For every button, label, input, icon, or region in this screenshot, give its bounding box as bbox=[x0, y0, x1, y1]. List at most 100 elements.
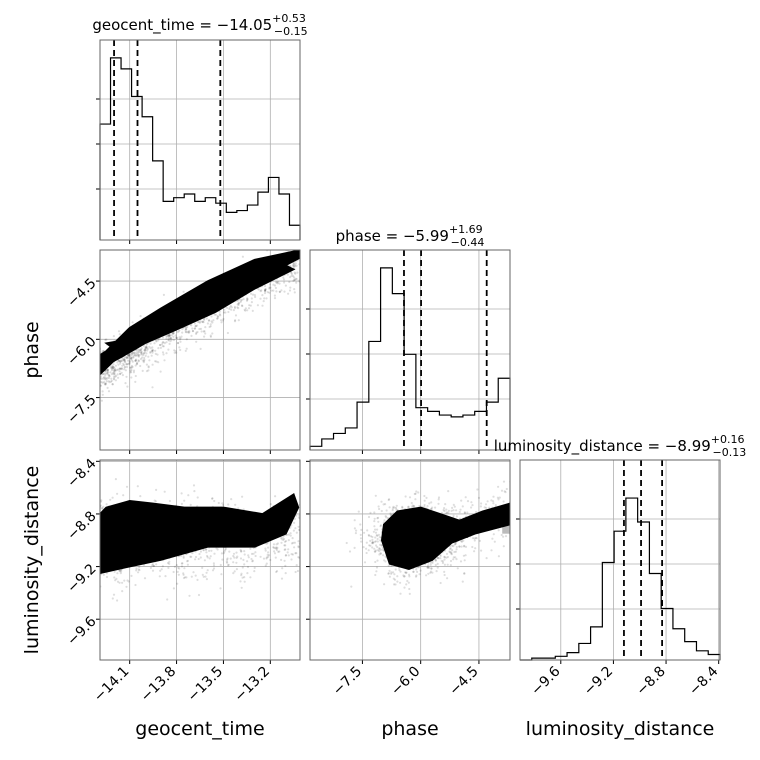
scatter-point bbox=[125, 356, 128, 359]
scatter-point bbox=[452, 556, 455, 559]
scatter-point bbox=[144, 348, 147, 351]
scatter-point bbox=[291, 553, 294, 556]
scatter-point bbox=[209, 335, 212, 338]
panel-title-lower: −0.44 bbox=[451, 236, 485, 249]
scatter-point bbox=[98, 507, 100, 509]
scatter-point bbox=[441, 560, 445, 563]
scatter-point bbox=[126, 385, 129, 388]
scatter-point bbox=[143, 577, 147, 580]
scatter-point bbox=[373, 520, 376, 523]
scatter-point bbox=[140, 352, 143, 355]
tick-label-y: −6.0 bbox=[64, 334, 99, 369]
scatter-point bbox=[305, 255, 307, 257]
scatter-point bbox=[237, 303, 240, 306]
scatter-point bbox=[490, 549, 493, 552]
scatter-point bbox=[147, 366, 150, 369]
scatter-point bbox=[97, 377, 99, 379]
scatter-point bbox=[305, 552, 307, 554]
scatter-point bbox=[111, 383, 114, 386]
scatter-point bbox=[204, 326, 207, 329]
scatter-point bbox=[276, 281, 280, 284]
scatter-point bbox=[353, 546, 356, 550]
scatter-point bbox=[172, 332, 175, 335]
scatter-point bbox=[235, 551, 238, 554]
scatter-point bbox=[304, 540, 306, 542]
scatter-point bbox=[240, 572, 243, 575]
scatter-point bbox=[102, 376, 105, 379]
scatter-point bbox=[492, 495, 495, 498]
scatter-point bbox=[130, 359, 134, 362]
scatter-point bbox=[172, 570, 175, 574]
scatter-point bbox=[293, 541, 296, 544]
scatter-point bbox=[154, 349, 157, 352]
scatter-point bbox=[303, 263, 305, 265]
scatter-point bbox=[144, 347, 147, 350]
scatter-point bbox=[365, 541, 368, 544]
scatter-point bbox=[474, 547, 477, 550]
scatter-point bbox=[152, 349, 155, 352]
scatter-point bbox=[460, 540, 464, 543]
scatter-point bbox=[175, 336, 178, 339]
scatter-point bbox=[229, 304, 232, 308]
scatter-point bbox=[455, 509, 458, 512]
scatter-point bbox=[426, 566, 429, 569]
scatter-point bbox=[434, 506, 437, 509]
scatter-point bbox=[268, 291, 271, 294]
scatter-point bbox=[494, 504, 497, 507]
scatter-point bbox=[132, 369, 136, 372]
scatter-point bbox=[116, 368, 119, 372]
scatter-point bbox=[104, 383, 107, 386]
scatter-point bbox=[240, 299, 243, 302]
scatter-points bbox=[98, 478, 307, 602]
scatter-point bbox=[95, 368, 97, 370]
scatter-point bbox=[167, 348, 170, 351]
scatter-point bbox=[391, 507, 394, 510]
scatter-point bbox=[300, 259, 302, 261]
scatter-point bbox=[290, 542, 294, 545]
scatter-point bbox=[144, 349, 147, 352]
scatter-point bbox=[295, 281, 298, 284]
scatter-point bbox=[223, 550, 226, 553]
scatter-point bbox=[355, 529, 358, 532]
scatter-point bbox=[210, 320, 213, 323]
scatter-point bbox=[304, 536, 306, 538]
scatter-point bbox=[142, 359, 146, 362]
tick-label-x: −7.5 bbox=[330, 664, 365, 699]
scatter-point bbox=[131, 356, 134, 359]
scatter-point bbox=[306, 265, 308, 267]
scatter-point bbox=[243, 563, 246, 566]
scatter-point bbox=[165, 337, 168, 340]
scatter-point bbox=[412, 570, 415, 573]
scatter-point bbox=[274, 495, 277, 498]
scatter-point bbox=[403, 575, 406, 578]
scatter-point bbox=[265, 556, 268, 559]
scatter-point bbox=[303, 261, 305, 263]
scatter-point bbox=[96, 361, 98, 363]
scatter-point bbox=[463, 511, 467, 514]
scatter-point bbox=[219, 587, 222, 590]
scatter-point bbox=[284, 540, 288, 543]
scatter-point bbox=[142, 361, 145, 364]
scatter-point bbox=[198, 321, 201, 324]
scatter-point bbox=[379, 552, 382, 555]
scatter-point bbox=[463, 572, 466, 575]
scatter-point bbox=[111, 496, 114, 499]
scatter-point bbox=[243, 550, 246, 553]
scatter-point bbox=[237, 299, 240, 302]
scatter-point bbox=[453, 550, 456, 554]
scatter-point bbox=[280, 538, 283, 541]
scatter-point bbox=[128, 362, 131, 365]
scatter-point bbox=[180, 492, 183, 495]
scatter-point bbox=[136, 352, 139, 355]
scatter-point bbox=[264, 290, 267, 293]
scatter-point bbox=[373, 547, 376, 550]
scatter-point bbox=[151, 349, 154, 353]
scatter-point bbox=[394, 506, 398, 509]
scatter-point bbox=[269, 286, 272, 289]
scatter-point bbox=[379, 539, 382, 542]
scatter-point bbox=[289, 534, 292, 537]
scatter-point bbox=[366, 529, 369, 532]
scatter-point bbox=[160, 568, 163, 571]
scatter-point bbox=[96, 376, 98, 378]
scatter-point bbox=[222, 503, 225, 507]
